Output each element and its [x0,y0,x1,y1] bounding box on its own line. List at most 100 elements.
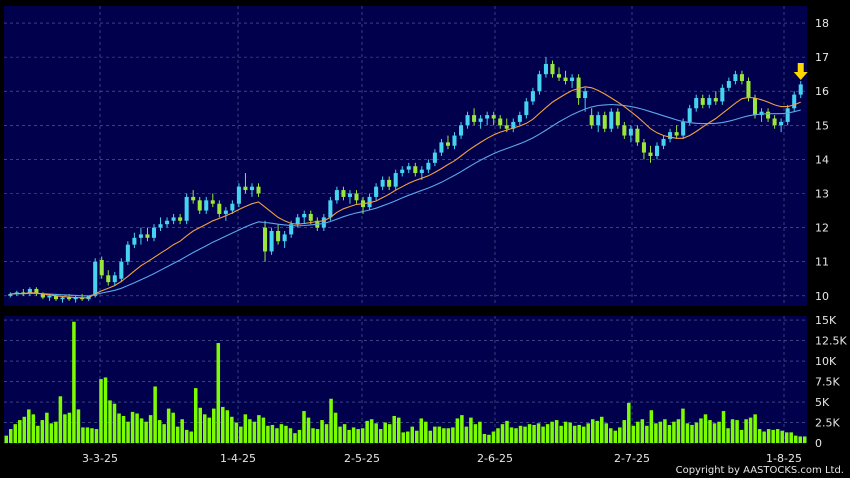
candle-body [73,297,78,300]
volume-bar [541,426,545,443]
xtick-label: 2-5-25 [344,452,380,465]
volume-bar [527,424,532,443]
candle-body [609,111,614,129]
volume-bar [482,433,487,443]
candle-body [400,169,405,174]
candle-body [93,261,98,296]
volume-bar [171,412,175,443]
volume-bar [735,420,739,443]
volume-bar [532,424,536,443]
candle-body [648,152,653,156]
candle-body [145,234,150,238]
volume-bar [703,414,708,443]
volume-bar [595,420,599,443]
candle-body [681,121,686,136]
candle-body [596,115,601,126]
copyright-notice: Copyright by AASTOCKS.com Ltd. [675,465,844,476]
candle-body [556,74,562,78]
volume-bar [396,417,401,443]
candle-body [354,193,359,201]
volume-bar [676,419,681,443]
candle-body [125,244,130,262]
candle-body [543,63,548,75]
candle-body [171,217,176,221]
volume-bar [261,417,266,443]
volume-bar [329,398,333,443]
volume-bar [369,419,374,443]
volume-ytick-label: 7.5K [815,376,840,389]
volume-bar [694,422,699,443]
candle-body [282,234,287,242]
xtick-label: 2-7-25 [614,452,650,465]
candle-body [798,84,803,95]
candle-body [8,294,13,296]
candle-body [504,125,509,129]
volume-bar [401,432,406,443]
candle-body [178,217,183,221]
volume-bar [568,422,572,443]
candle-body [334,190,339,201]
volume-bar [509,427,514,443]
candle-body [321,217,326,228]
candle-body [485,115,490,119]
volume-bar [153,386,157,443]
volume-bar [645,425,649,443]
volume-bar [72,321,76,443]
candle-body [184,196,189,221]
volume-bar [446,428,451,443]
volume-bar [405,431,410,443]
candle-body [439,142,444,153]
volume-bar [207,417,212,443]
candle-body [230,203,235,211]
candle-body [746,81,751,99]
volume-bar [775,429,780,443]
candle-body [413,166,418,174]
volume-bar [536,423,541,443]
volume-bar [424,421,428,443]
price-panel-background [4,6,807,306]
volume-ytick-label: 2.5K [815,417,840,430]
candle-body [752,98,758,116]
volume-bar [175,426,180,443]
candle-body [530,91,535,102]
volume-bar [789,432,793,443]
candle-body [302,213,307,218]
volume-bar [81,427,85,443]
candle-body [563,77,568,81]
volume-bar [76,409,81,443]
volume-bar [90,428,94,443]
candle-body [641,142,646,153]
candle-body [733,74,738,81]
volume-bar [415,430,419,443]
candle-body [478,118,483,122]
volume-bar [437,426,442,443]
volume-bar [577,424,581,443]
volume-bar [157,420,162,443]
volume-bar [302,411,306,443]
volume-bar [4,435,9,443]
price-ytick-label: 12 [815,222,829,235]
volume-bar [802,436,807,443]
volume-bar [202,414,207,443]
volume-bar [85,427,90,443]
volume-bar [243,414,248,443]
moving-average-lines [10,86,801,299]
volume-bar [487,434,491,443]
candle-body [668,132,673,139]
candle-body [785,108,790,122]
volume-bar [748,417,753,443]
volume-bar [117,413,121,443]
price-ytick-label: 17 [815,51,829,64]
volume-bar [455,418,460,443]
volume-bar [590,419,595,443]
volume-bar [54,421,58,443]
volume-bar [383,422,387,443]
volume-bar [342,424,347,443]
candle-body [792,94,797,109]
volume-bar [189,431,193,443]
candle-body [628,128,633,136]
volume-bar [58,396,63,443]
volume-bar [63,414,67,443]
candle-body [53,295,59,300]
volume-bar [248,419,252,443]
